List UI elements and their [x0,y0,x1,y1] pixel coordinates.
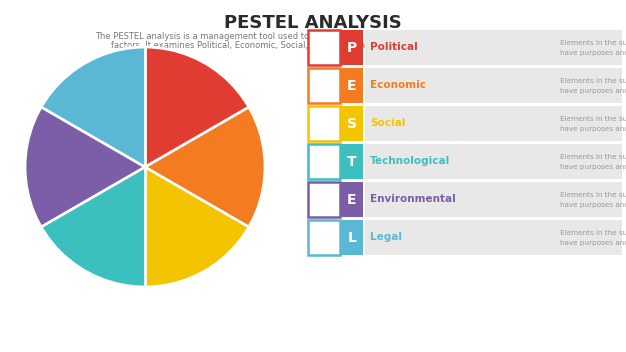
FancyBboxPatch shape [341,220,363,255]
FancyBboxPatch shape [365,68,622,103]
Polygon shape [41,47,145,167]
Text: Elements in the subjects that: Elements in the subjects that [560,193,626,199]
FancyBboxPatch shape [341,30,363,65]
Text: Elements in the subjects that: Elements in the subjects that [560,78,626,84]
Polygon shape [145,107,265,227]
Text: S: S [347,117,357,131]
Text: P: P [347,40,357,55]
FancyBboxPatch shape [308,144,340,179]
Text: have purposes and goals: have purposes and goals [560,50,626,56]
Text: have purposes and goals: have purposes and goals [560,239,626,245]
Polygon shape [41,167,145,287]
FancyBboxPatch shape [341,182,363,217]
FancyBboxPatch shape [341,68,363,103]
Text: Economic: Economic [370,81,426,90]
Text: have purposes and goals: have purposes and goals [560,126,626,132]
Text: Elements in the subjects that: Elements in the subjects that [560,117,626,122]
Text: factors. It examines Political, Economic, Social, Technological, Environmental, : factors. It examines Political, Economic… [111,41,515,50]
Text: have purposes and goals: have purposes and goals [560,88,626,94]
FancyBboxPatch shape [308,220,340,255]
FancyBboxPatch shape [308,106,340,141]
Polygon shape [145,167,249,287]
Text: E: E [347,193,357,207]
FancyBboxPatch shape [308,30,340,65]
Text: have purposes and goals: have purposes and goals [560,201,626,207]
FancyBboxPatch shape [365,106,622,141]
Polygon shape [145,47,249,167]
Text: Environmental: Environmental [370,195,456,205]
Text: Elements in the subjects that: Elements in the subjects that [560,40,626,46]
Text: Elements in the subjects that: Elements in the subjects that [560,231,626,237]
Text: E: E [347,78,357,93]
FancyBboxPatch shape [308,68,340,103]
FancyBboxPatch shape [365,182,622,217]
Text: PESTEL ANALYSIS: PESTEL ANALYSIS [224,14,402,32]
FancyBboxPatch shape [365,144,622,179]
Text: Elements in the subjects that: Elements in the subjects that [560,155,626,161]
FancyBboxPatch shape [341,106,363,141]
FancyBboxPatch shape [341,144,363,179]
FancyBboxPatch shape [308,182,340,217]
Text: L: L [347,231,356,245]
Text: Legal: Legal [370,233,402,243]
Text: Social: Social [370,119,406,128]
Polygon shape [25,107,145,227]
FancyBboxPatch shape [365,220,622,255]
Text: T: T [347,155,357,169]
Text: Political: Political [370,43,418,52]
FancyBboxPatch shape [365,30,622,65]
Text: have purposes and goals: have purposes and goals [560,163,626,170]
Text: The PESTEL analysis is a management tool used to identify how company may get af: The PESTEL analysis is a management tool… [95,32,531,41]
Text: Technological: Technological [370,157,450,166]
